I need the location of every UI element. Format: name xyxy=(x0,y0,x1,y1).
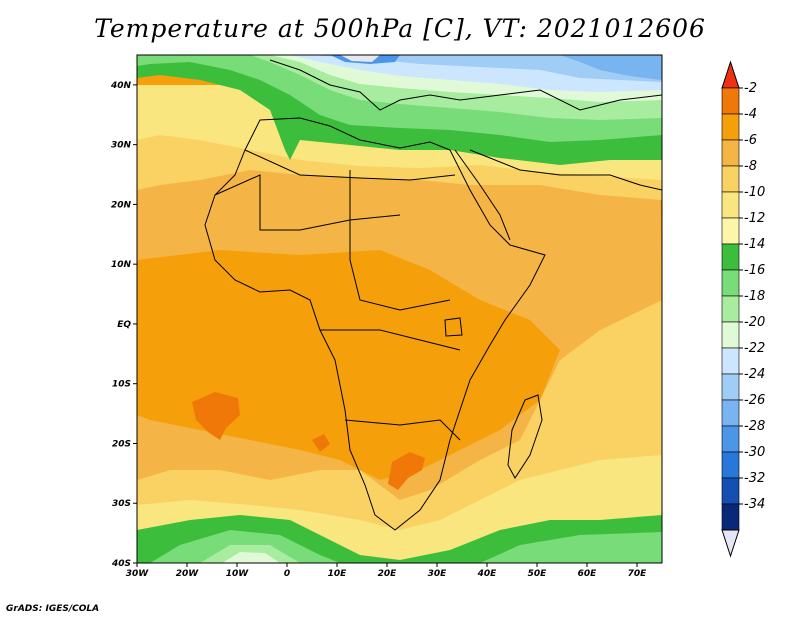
border-4 xyxy=(320,329,461,351)
colorbar-swatch xyxy=(721,269,740,297)
colorbar-swatch xyxy=(721,113,740,141)
colorbar-label: -16 xyxy=(744,263,765,278)
colorbar-label: -18 xyxy=(744,289,765,304)
border-3 xyxy=(349,170,451,311)
colorbar-top-arrow xyxy=(721,60,740,89)
colorbar-label: -6 xyxy=(744,133,757,148)
colorbar-swatch xyxy=(721,139,740,167)
colorbar-swatch xyxy=(721,347,740,375)
colorbar-swatch xyxy=(721,191,740,219)
band-minus-20-south xyxy=(222,552,280,563)
red-sea xyxy=(454,149,511,241)
colorbar-swatch xyxy=(721,451,740,479)
colorbar-swatch xyxy=(721,87,740,115)
lon-tick-label: 70E xyxy=(628,569,648,579)
madagascar-coastline xyxy=(507,394,543,479)
colorbar-label: -26 xyxy=(744,393,765,408)
band-minus-32-north xyxy=(340,55,380,62)
band-minus-8-core xyxy=(137,250,560,480)
border-5 xyxy=(344,419,461,441)
lake-victoria xyxy=(444,317,463,337)
colorbar-swatch xyxy=(721,217,740,245)
lon-tick-label: 50E xyxy=(528,569,548,579)
arabia-coastline xyxy=(469,149,662,191)
colorbar-label: -10 xyxy=(744,185,765,200)
band-minus-16-nw xyxy=(137,55,200,66)
africa-coastline xyxy=(204,117,546,531)
lon-tick-label: 30W xyxy=(126,569,150,579)
lat-tick-label: 30S xyxy=(112,499,131,509)
lon-tick-label: 20W xyxy=(176,569,200,579)
colorbar-swatch xyxy=(721,321,740,349)
colorbar-swatch xyxy=(721,503,740,531)
colorbar-swatch xyxy=(721,243,740,271)
border-2 xyxy=(214,174,401,231)
colorbar: -2 -4 -6 -8 -10 -12 -14 -16 -18 -20 -22 -24 -26 -28 -3… xyxy=(721,60,765,558)
plot-frame xyxy=(136,54,663,564)
lon-tick-label: 60E xyxy=(578,569,598,579)
colorbar-label: -14 xyxy=(744,237,765,252)
map-title: Temperature at 500hPa [C], VT: 202101260… xyxy=(94,14,706,43)
colorbar-swatch xyxy=(721,373,740,401)
colorbar-swatch xyxy=(721,165,740,193)
grads-credit: GrADS: IGES/COLA xyxy=(6,604,100,614)
colorbar-label: -34 xyxy=(744,497,765,512)
colorbar-swatch xyxy=(721,295,740,323)
lat-tick-label: 20S xyxy=(112,439,131,449)
lat-tick-label: 10N xyxy=(111,260,132,270)
lon-tick-label: 30E xyxy=(428,569,448,579)
colorbar-bottom-arrow xyxy=(721,529,740,558)
colorbar-label: -2 xyxy=(744,81,757,96)
europe-coastline xyxy=(269,59,662,111)
band-minus-4-patch-small xyxy=(312,434,330,452)
band-minus-4-patch-botswana xyxy=(388,452,425,490)
lon-tick-label: 0 xyxy=(284,569,290,579)
lat-tick-label: 40N xyxy=(110,81,132,91)
colorbar-label: -28 xyxy=(744,419,765,434)
colorbar-label: -24 xyxy=(744,367,765,382)
lon-tick-label: 40E xyxy=(477,569,498,579)
colorbar-label: -22 xyxy=(744,341,765,356)
lat-tick-label: EQ xyxy=(117,320,131,330)
lat-tick-label: 40S xyxy=(111,559,131,569)
colorbar-swatch xyxy=(721,425,740,453)
colorbar-label: -20 xyxy=(744,315,765,330)
axis-ticks: 30W 20W 10W 0 10E 20E 30E 40E 50E 60E 70E 40N 30N 20N… xyxy=(110,81,647,579)
colorbar-label: -4 xyxy=(744,107,757,122)
colorbar-swatch xyxy=(721,399,740,427)
band-minus-24-north xyxy=(310,55,662,82)
lat-tick-label: 10S xyxy=(112,380,131,390)
colorbar-swatch xyxy=(721,477,740,505)
colorbar-label: -30 xyxy=(744,445,765,460)
temperature-field xyxy=(137,55,662,563)
band-minus-26-north xyxy=(560,55,662,80)
band-minus-4-patch-atlantic xyxy=(192,392,240,440)
colorbar-label: -32 xyxy=(744,471,765,486)
lat-tick-label: 20N xyxy=(111,200,132,210)
lon-tick-label: 20E xyxy=(378,569,398,579)
lon-tick-label: 10W xyxy=(226,569,250,579)
border-1 xyxy=(244,149,456,181)
lon-tick-label: 10E xyxy=(328,569,348,579)
lat-tick-label: 30N xyxy=(111,141,132,151)
colorbar-label: -12 xyxy=(744,211,765,226)
coastlines xyxy=(204,59,662,531)
colorbar-label: -8 xyxy=(744,159,757,174)
